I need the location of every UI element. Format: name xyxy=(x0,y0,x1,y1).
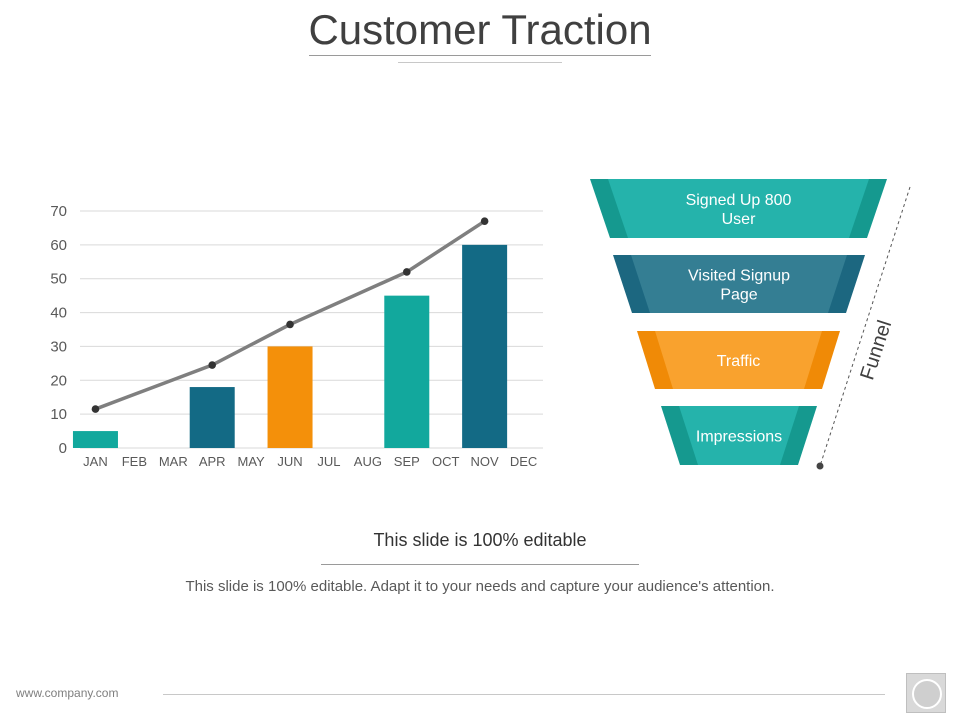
funnel-axis-line xyxy=(819,186,911,467)
bar-apr xyxy=(189,387,235,448)
title-underline xyxy=(309,55,651,56)
y-tick-label: 60 xyxy=(50,237,67,254)
bar-sep xyxy=(384,295,430,448)
x-tick-label: JAN xyxy=(83,454,108,469)
footer-url: www.company.com xyxy=(16,686,119,700)
traction-bar-chart: 0 10 20 30 40 50 60 70 JAN FEB MAR APR MAY JUN JUL AUG S… xyxy=(50,203,543,469)
slide-title: Customer Traction xyxy=(308,6,652,53)
funnel-label: Funnel xyxy=(856,318,896,383)
bar-jan xyxy=(72,431,118,448)
funnel-stage-label: Visited Signup xyxy=(688,268,790,285)
funnel-stage-face-4 xyxy=(679,406,799,465)
x-tick-label: AUG xyxy=(354,454,382,469)
funnel-stage-label: Signed Up 800 xyxy=(686,192,792,209)
x-tick-label: FEB xyxy=(122,454,147,469)
x-tick-label: MAY xyxy=(238,454,266,469)
slide-description: This slide is 100% editable. Adapt it to… xyxy=(185,578,775,595)
x-tick-label: OCT xyxy=(432,454,460,469)
funnel-stage-label: Traffic xyxy=(717,353,761,370)
y-tick-label: 70 xyxy=(50,203,67,220)
x-tick-label: SEP xyxy=(394,454,420,469)
x-tick-label: APR xyxy=(199,454,226,469)
logo-placeholder-icon xyxy=(906,673,946,713)
x-tick-label: JUN xyxy=(277,454,302,469)
trend-point-apr xyxy=(208,361,217,369)
funnel-stage-label: User xyxy=(722,211,756,228)
y-tick-label: 0 xyxy=(59,440,67,457)
funnel-stage-face-3 xyxy=(655,331,822,389)
y-tick-label: 40 xyxy=(50,305,67,322)
trend-point-jan xyxy=(91,405,100,413)
subheading-divider xyxy=(321,564,639,565)
y-tick-label: 20 xyxy=(50,372,67,389)
y-tick-label: 30 xyxy=(50,338,67,355)
x-tick-label: JUL xyxy=(317,454,340,469)
traction-funnel: Signed Up 800 User Visited Signup Page Traff… xyxy=(590,179,911,470)
funnel-stage-face-2 xyxy=(631,255,847,313)
trend-point-nov xyxy=(480,217,489,225)
funnel-stage-label: Page xyxy=(720,287,757,304)
x-tick-label: DEC xyxy=(510,454,537,469)
funnel-stage-label: Impressions xyxy=(696,429,782,446)
funnel-stage-face-1 xyxy=(608,179,869,238)
trend-point-sep xyxy=(402,268,411,276)
y-tick-label: 50 xyxy=(50,271,67,288)
logo-ring-icon xyxy=(912,679,942,709)
funnel-axis-endpoint xyxy=(816,462,824,470)
slide-subheading: This slide is 100% editable xyxy=(373,530,587,550)
bar-nov xyxy=(462,244,508,448)
y-tick-label: 10 xyxy=(50,406,67,423)
x-tick-label: NOV xyxy=(471,454,500,469)
title-underline-secondary xyxy=(398,62,562,63)
footer-divider xyxy=(163,694,885,695)
trend-point-jun xyxy=(286,320,294,329)
bar-jun xyxy=(267,346,313,448)
x-tick-label: MAR xyxy=(159,454,188,469)
